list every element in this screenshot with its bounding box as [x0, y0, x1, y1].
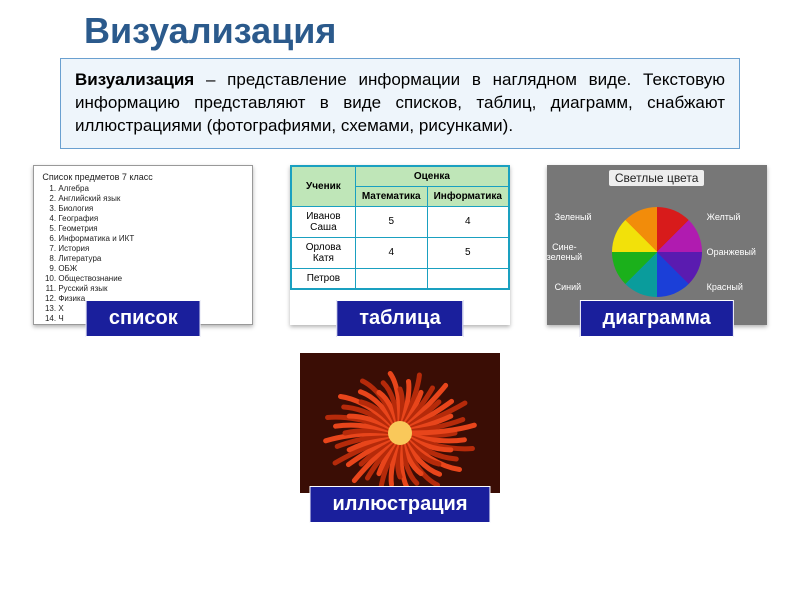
- pie-label: Сине- зеленый: [547, 242, 582, 262]
- list-item: Геометрия: [58, 224, 244, 234]
- td-g2: 4: [427, 206, 509, 237]
- list-item: ОБЖ: [58, 264, 244, 274]
- pie-wrap: Желтый Оранжевый Красный Зеленый Сине- зелен…: [547, 187, 767, 317]
- th-student: Ученик: [291, 166, 355, 207]
- list-item: География: [58, 214, 244, 224]
- list-item: История: [58, 244, 244, 254]
- pie-chart: [612, 207, 702, 297]
- grade-table: УченикОценкаМатематикаИнформатика Иванов …: [290, 165, 510, 290]
- page-title: Визуализация: [84, 10, 800, 52]
- pie-tag: диаграмма: [580, 300, 734, 337]
- pie-label: Синий: [555, 282, 582, 292]
- pie-label: Желтый: [707, 212, 741, 222]
- td-name: Орлова Катя: [291, 237, 355, 268]
- definition-term: Визуализация: [75, 70, 194, 89]
- th-sub2: Информатика: [427, 186, 509, 206]
- pie-title: Светлые цвета: [609, 170, 704, 186]
- examples-row: Список предметов 7 класс АлгебраАнглийск…: [0, 161, 800, 325]
- list-item: Литература: [58, 254, 244, 264]
- td-g2: 5: [427, 237, 509, 268]
- td-g1: 4: [355, 237, 427, 268]
- td-g2: [427, 268, 509, 289]
- list-item: Биология: [58, 204, 244, 214]
- list-panel: Список предметов 7 класс АлгебраАнглийск…: [33, 165, 253, 325]
- illustration-tag: иллюстрация: [309, 486, 490, 523]
- td-g1: 5: [355, 206, 427, 237]
- list-item: Обществознание: [58, 274, 244, 284]
- pie-label: Оранжевый: [707, 247, 756, 257]
- pie-label: Красный: [707, 282, 743, 292]
- th-grade: Оценка: [355, 166, 509, 187]
- td-name: Петров: [291, 268, 355, 289]
- td-name: Иванов Саша: [291, 206, 355, 237]
- flower-illustration: [300, 353, 500, 493]
- table-panel: УченикОценкаМатематикаИнформатика Иванов …: [290, 165, 510, 325]
- illustration-row: иллюстрация: [0, 353, 800, 493]
- illustration-card: [300, 353, 500, 493]
- illustration-panel: иллюстрация: [300, 353, 500, 493]
- pie-panel: Светлые цвета Желтый Оранжевый Красный Зеле…: [547, 165, 767, 325]
- list-item: Информатика и ИКТ: [58, 234, 244, 244]
- table-tag: таблица: [336, 300, 463, 337]
- list-item: Русский язык: [58, 284, 244, 294]
- th-sub1: Математика: [355, 186, 427, 206]
- pie-label: Зеленый: [555, 212, 592, 222]
- td-g1: [355, 268, 427, 289]
- definition-box: Визуализация – представление информации …: [60, 58, 740, 149]
- list-item: Английский язык: [58, 194, 244, 204]
- list-header: Список предметов 7 класс: [42, 172, 244, 182]
- list-item: Алгебра: [58, 184, 244, 194]
- list-tag: список: [86, 300, 201, 337]
